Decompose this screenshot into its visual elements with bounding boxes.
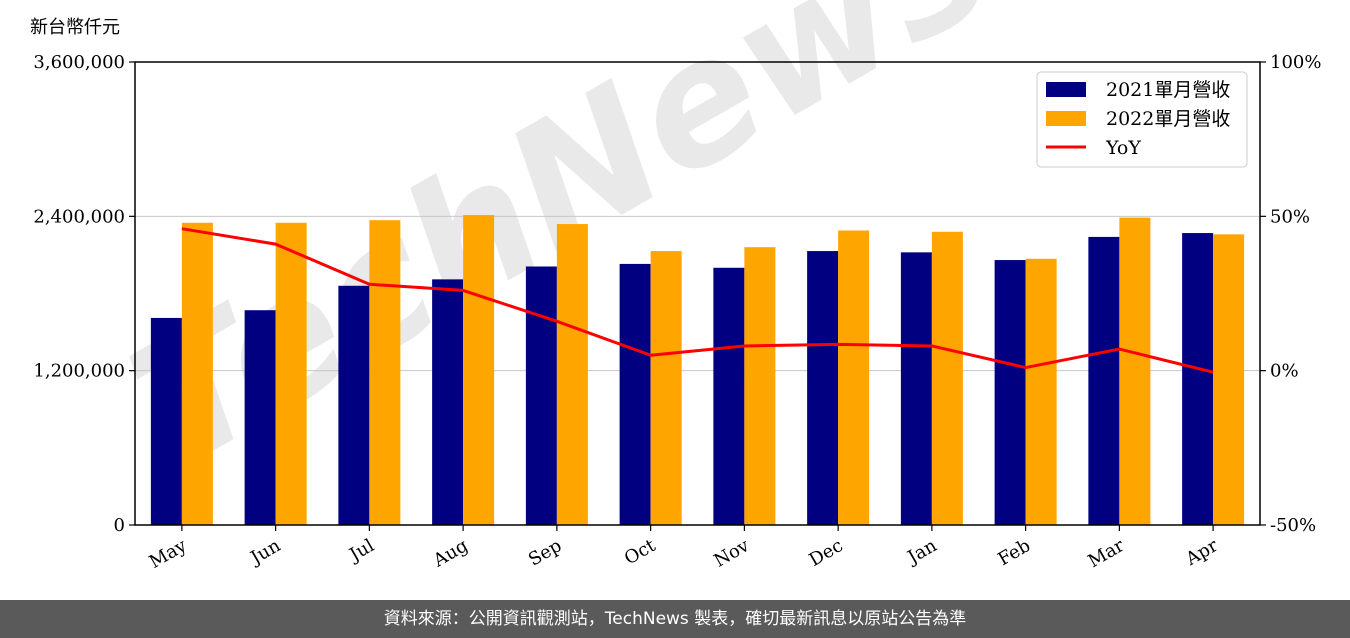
x-tick-label-jul: Jul bbox=[344, 535, 378, 567]
bar-2021-jan bbox=[900, 252, 932, 525]
x-tick-label-jan: Jan bbox=[903, 535, 941, 569]
bar-2022-jun bbox=[275, 222, 307, 525]
bar-2021-may bbox=[150, 317, 182, 525]
legend-label-2: YoY bbox=[1105, 137, 1141, 159]
x-tick-label-feb: Feb bbox=[994, 535, 1034, 570]
yoy-line bbox=[181, 227, 1214, 374]
x-tick-label-dec: Dec bbox=[806, 535, 847, 571]
x-tick-label-sep: Sep bbox=[525, 535, 565, 570]
bar-2022-jul bbox=[369, 220, 401, 526]
bar-2022-oct bbox=[650, 251, 682, 525]
bar-2021-apr bbox=[1182, 233, 1214, 525]
x-tick-label-mar: Mar bbox=[1085, 535, 1129, 572]
legend-label-1: 2022單月營收 bbox=[1106, 108, 1230, 130]
y-right-tick-label: 0% bbox=[1270, 361, 1299, 382]
unit-label: 新台幣仟元 bbox=[30, 17, 120, 38]
bar-2021-nov bbox=[713, 267, 745, 525]
legend-swatch-1 bbox=[1046, 111, 1086, 126]
bars bbox=[150, 215, 1245, 526]
legend: 2021單月營收 2022單月營收 YoY bbox=[1036, 71, 1248, 168]
legend-label-0: 2021單月營收 bbox=[1106, 79, 1230, 101]
bar-2022-nov bbox=[744, 247, 776, 525]
bar-2021-sep bbox=[525, 266, 557, 525]
bar-2022-feb bbox=[1025, 258, 1057, 525]
bar-2022-dec bbox=[838, 230, 870, 525]
legend-swatch-0 bbox=[1046, 82, 1086, 97]
grid-lines bbox=[135, 215, 1260, 372]
x-tick-label-may: May bbox=[146, 535, 191, 573]
bar-2021-jul bbox=[338, 285, 370, 525]
plot-frame bbox=[134, 61, 1261, 526]
bar-2021-feb bbox=[994, 260, 1026, 525]
bar-2021-aug bbox=[432, 279, 464, 525]
y-left-tick-label: 3,600,000 bbox=[33, 52, 125, 73]
yoy-line-layer bbox=[181, 227, 1214, 374]
bar-2022-may bbox=[181, 222, 213, 525]
x-tick-label-oct: Oct bbox=[621, 535, 660, 570]
y-left-tick-label: 0 bbox=[114, 515, 125, 536]
x-tick-label-nov: Nov bbox=[711, 535, 754, 572]
bar-2021-jun bbox=[244, 310, 276, 525]
revenue-chart: TechNews 01,200,0002,400,0003,600,000-50… bbox=[30, 0, 1321, 573]
x-tick-label-apr: Apr bbox=[1182, 535, 1222, 570]
bar-2021-oct bbox=[619, 263, 651, 525]
bar-2021-dec bbox=[807, 251, 839, 525]
x-tick-label-aug: Aug bbox=[429, 535, 472, 572]
y-right-tick-label: -50% bbox=[1270, 515, 1316, 536]
y-right-tick-label: 50% bbox=[1270, 206, 1310, 227]
y-left-tick-label: 2,400,000 bbox=[33, 206, 125, 227]
bar-2022-aug bbox=[463, 215, 495, 525]
bar-2022-apr bbox=[1213, 234, 1245, 526]
bar-2022-jan bbox=[931, 231, 963, 525]
legend-box bbox=[1036, 71, 1248, 168]
y-right-tick-label: 100% bbox=[1270, 52, 1321, 73]
y-left-tick-label: 1,200,000 bbox=[33, 361, 125, 382]
bar-2022-mar bbox=[1119, 217, 1151, 525]
bar-2021-mar bbox=[1088, 236, 1120, 525]
footer-source: 資料來源：公開資訊觀測站，TechNews 製表，確切最新訊息以原站公告為準 bbox=[0, 600, 1350, 638]
bar-2022-sep bbox=[556, 224, 588, 526]
x-tick-label-jun: Jun bbox=[246, 535, 285, 570]
